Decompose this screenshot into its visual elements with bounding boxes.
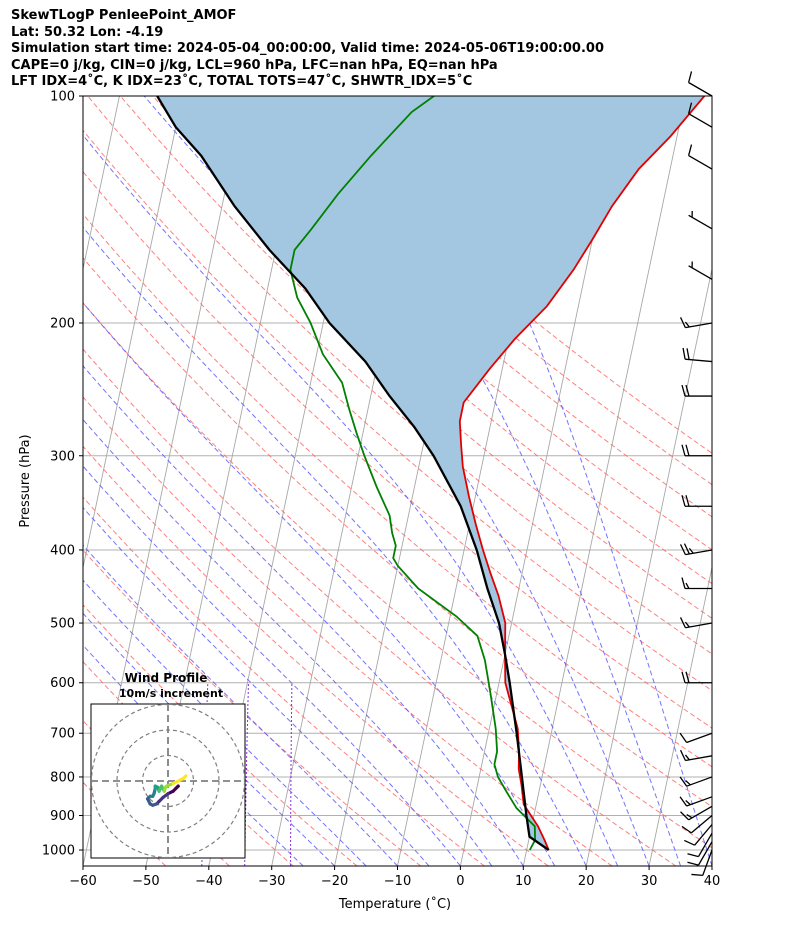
moist-adiabat-line bbox=[83, 506, 430, 866]
wind-barb bbox=[681, 671, 712, 684]
location-line: Lat: 50.32 Lon: -4.19 bbox=[11, 24, 164, 40]
indices-line-2: LFT IDX=4˚C, K IDX=23˚C, TOTAL TOTS=47˚C… bbox=[11, 74, 473, 90]
dry-adiabat-line bbox=[83, 496, 485, 866]
y-axis-label: Pressure (hPa) bbox=[18, 434, 33, 527]
wind-barb bbox=[684, 824, 713, 846]
x-tick-label: 40 bbox=[704, 874, 721, 889]
wind-barb bbox=[679, 732, 713, 744]
moist-adiabat-line bbox=[83, 579, 367, 866]
isotherm-line bbox=[648, 565, 712, 866]
wind-barb bbox=[679, 543, 713, 556]
wind-barb bbox=[679, 617, 713, 629]
wind-barb bbox=[679, 749, 713, 762]
plot-area bbox=[83, 96, 794, 866]
wind-barb bbox=[681, 577, 712, 590]
dry-adiabat-line bbox=[83, 445, 549, 866]
wind-barb bbox=[679, 796, 713, 807]
indices-line-1: CAPE=0 j/kg, CIN=0 j/kg, LCL=960 hPa, LF… bbox=[11, 57, 498, 73]
time-line: Simulation start time: 2024-05-04_00:00:… bbox=[11, 41, 604, 57]
x-tick-label: −40 bbox=[195, 874, 222, 889]
isotherm-line bbox=[83, 96, 183, 570]
x-tick-label: −20 bbox=[321, 874, 348, 889]
x-tick-label: −10 bbox=[384, 874, 411, 889]
x-tick-label: 20 bbox=[578, 874, 595, 889]
isotherm-line bbox=[83, 96, 120, 272]
moist-adiabat-line bbox=[83, 544, 398, 866]
x-tick-label: −60 bbox=[69, 874, 96, 889]
y-tick-label: 900 bbox=[50, 809, 75, 824]
parcel-line bbox=[156, 96, 550, 851]
moist-adiabat-line bbox=[266, 96, 681, 866]
x-tick-label: 30 bbox=[641, 874, 658, 889]
moist-adiabat-line bbox=[83, 612, 335, 866]
hodograph-segment bbox=[181, 774, 188, 781]
isotherm-line bbox=[711, 863, 712, 866]
wind-barb bbox=[681, 815, 713, 834]
isotherm-line bbox=[775, 96, 794, 866]
temperature-line bbox=[458, 96, 706, 851]
hodograph-plot bbox=[91, 704, 245, 858]
dry-adiabat-line bbox=[83, 549, 422, 866]
y-tick-label: 100 bbox=[50, 90, 75, 105]
y-tick-label: 600 bbox=[50, 676, 75, 691]
wind-barb bbox=[687, 832, 713, 858]
x-tick-label: −50 bbox=[132, 874, 159, 889]
moist-adiabat-line bbox=[409, 96, 712, 866]
moist-adiabat-line bbox=[83, 226, 587, 866]
dry-adiabat-line bbox=[250, 96, 712, 486]
wind-barb bbox=[682, 347, 713, 363]
wind-barb bbox=[688, 261, 713, 280]
wind-barb bbox=[679, 317, 713, 329]
x-tick-label: −30 bbox=[258, 874, 285, 889]
dry-adiabat-line bbox=[83, 257, 712, 808]
dry-adiabat-line bbox=[83, 302, 712, 849]
wind-barb bbox=[688, 210, 713, 230]
wind-barb bbox=[679, 776, 713, 787]
y-tick-label: 500 bbox=[50, 617, 75, 632]
axes: −60 −50 −40 −30 −20 −10 0 10 20 30 40 100 200 300 400 5… bbox=[42, 90, 720, 890]
chart-header: SkewTLogP PenleePoint_AMOF Lat: 50.32 Lo… bbox=[11, 8, 604, 91]
background-lines bbox=[83, 96, 794, 866]
wind-barb bbox=[687, 71, 713, 97]
wind-barb bbox=[691, 849, 713, 877]
dry-adiabat-line bbox=[87, 96, 712, 655]
isotherm-line bbox=[522, 96, 686, 866]
wind-barb bbox=[687, 144, 713, 170]
x-tick-label: 10 bbox=[515, 874, 532, 889]
wind-barb bbox=[681, 384, 712, 397]
hodograph-inset: Wind Profile 10m/s increment bbox=[90, 671, 246, 859]
y-tick-label: 1000 bbox=[42, 844, 75, 859]
chart-title: SkewTLogP PenleePoint_AMOF bbox=[11, 8, 237, 23]
x-tick-label: 0 bbox=[456, 874, 464, 889]
y-tick-label: 700 bbox=[50, 727, 75, 742]
y-tick-label: 200 bbox=[50, 316, 75, 331]
dry-adiabat-line bbox=[83, 396, 613, 866]
y-tick-label: 300 bbox=[50, 449, 75, 464]
moist-adiabat-line bbox=[83, 418, 493, 866]
dry-adiabat-line bbox=[185, 96, 712, 551]
hodograph-subtitle: 10m/s increment bbox=[119, 687, 223, 700]
moist-adiabat-line bbox=[83, 134, 619, 866]
isotherm-line bbox=[585, 266, 712, 866]
moist-adiabat-line bbox=[83, 365, 524, 866]
wind-barb bbox=[687, 841, 713, 866]
dry-adiabat-line bbox=[83, 604, 358, 866]
y-tick-label: 400 bbox=[50, 543, 75, 558]
wind-barb bbox=[687, 102, 713, 128]
mixing-ratio-line bbox=[290, 682, 293, 866]
dry-adiabat-line bbox=[83, 213, 712, 768]
y-tick-label: 800 bbox=[50, 770, 75, 785]
dry-adiabat-line bbox=[83, 170, 712, 729]
x-axis-label: Temperature (˚C) bbox=[338, 896, 451, 912]
wind-barb bbox=[680, 805, 713, 821]
hodograph-title: Wind Profile bbox=[125, 671, 208, 685]
wind-barb bbox=[681, 495, 712, 507]
dewpoint-line bbox=[289, 96, 537, 851]
dry-adiabat-line bbox=[83, 348, 677, 866]
wind-barbs bbox=[679, 71, 713, 877]
wind-barb bbox=[681, 444, 712, 457]
